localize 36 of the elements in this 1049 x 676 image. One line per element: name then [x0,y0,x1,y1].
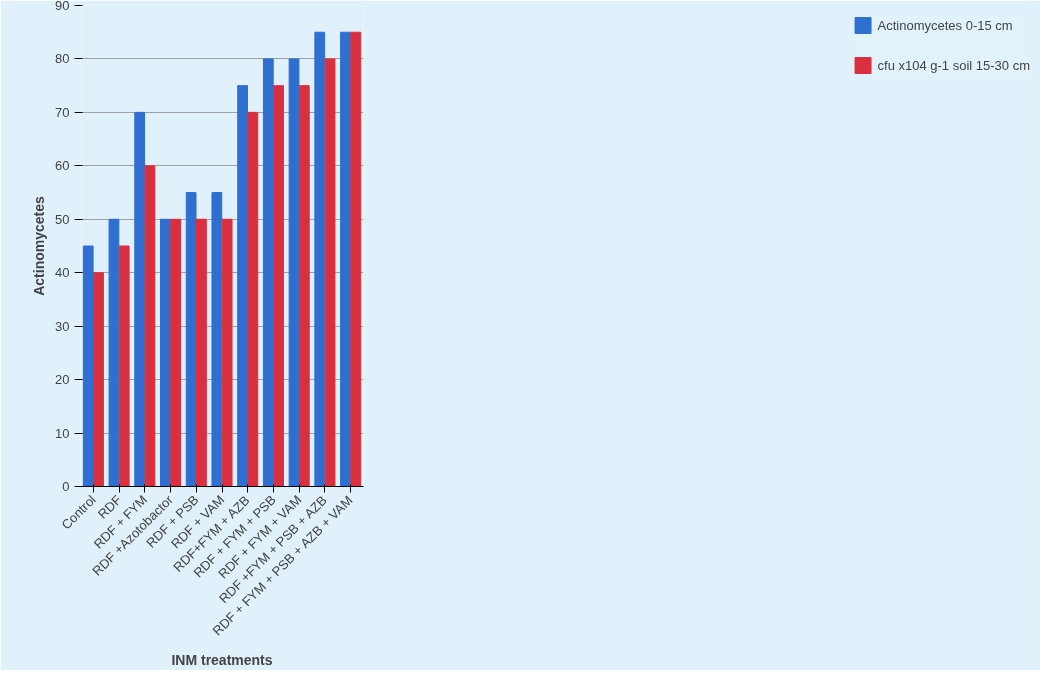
y-tick-label: 0 [62,479,70,494]
y-axis-title: Actinomycetes [31,195,48,296]
bar [247,111,259,487]
y-tick-label: 40 [55,265,70,281]
bar [196,218,207,487]
y-tick-label: 10 [55,425,70,441]
bar [237,85,248,487]
legend-label: Actinomycetes 0-15 cm [877,17,1013,33]
y-tick-label: 20 [55,372,70,388]
bar [93,272,104,487]
bar [185,192,197,487]
y-tick-label: 90 [55,0,70,13]
y-tick-label: 70 [55,104,70,120]
y-tick-label: 50 [55,211,70,227]
bar [324,58,336,487]
legend-label: cfu x104 g-1 soil 15-30 cm [877,57,1030,73]
y-tick-label: 60 [55,158,70,174]
bar [134,111,146,487]
bar [314,31,326,487]
bar [340,31,351,487]
bar [288,58,300,487]
bar [160,218,171,487]
y-tick-label: 80 [55,51,70,67]
bar [82,245,94,487]
bar [273,85,284,487]
bar [262,58,274,487]
bar [118,245,130,487]
bar [350,31,362,487]
bar [170,218,182,487]
bar [298,85,310,487]
bar [108,218,120,487]
bar [144,165,156,487]
y-tick-label: 30 [55,318,70,334]
bar [211,192,223,487]
bar [221,218,233,487]
x-axis-title: INM treatments [171,651,273,668]
